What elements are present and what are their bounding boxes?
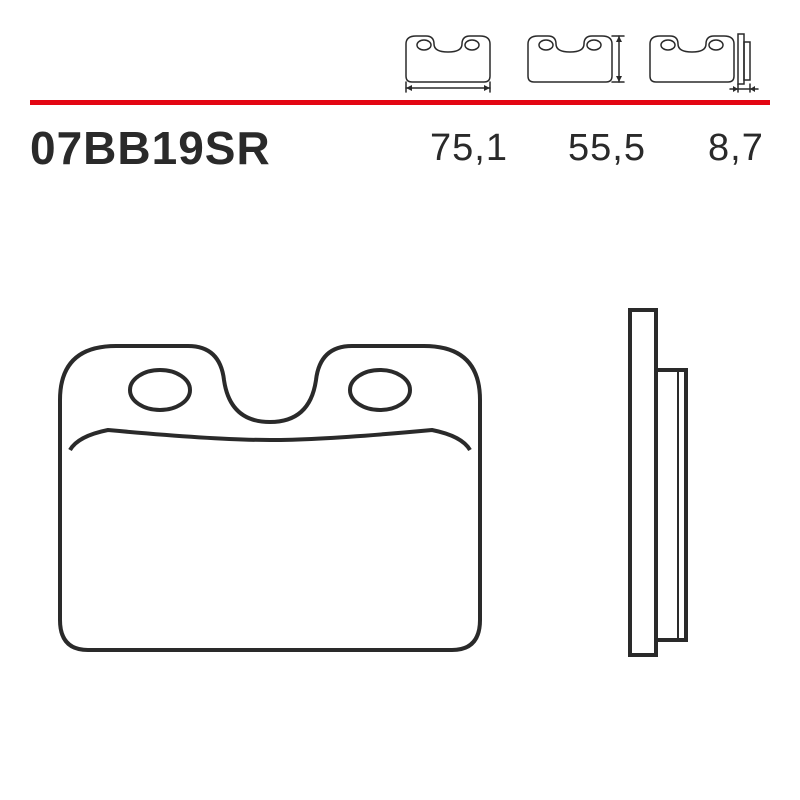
part-number: 07BB19SR	[30, 121, 271, 175]
pad-outline	[60, 346, 480, 650]
front-view	[60, 346, 480, 650]
backplate	[630, 310, 656, 655]
friction-edge	[70, 430, 470, 450]
mount-hole-right	[350, 370, 410, 410]
thickness-icon	[650, 34, 758, 92]
technical-drawing	[30, 230, 770, 770]
dimension-height: 55,5	[568, 127, 646, 170]
dimension-icons-row	[400, 32, 770, 92]
mount-hole-left	[130, 370, 190, 410]
dimension-width: 75,1	[430, 127, 508, 170]
dimension-thickness: 8,7	[708, 127, 764, 170]
width-icon	[406, 36, 490, 92]
accent-divider	[30, 100, 770, 105]
height-icon	[528, 36, 624, 82]
friction-slab	[656, 370, 686, 640]
spec-text-row: 07BB19SR 75,1 55,5 8,7	[30, 118, 770, 178]
page-root: 07BB19SR 75,1 55,5 8,7	[0, 0, 800, 800]
side-view	[630, 310, 686, 655]
